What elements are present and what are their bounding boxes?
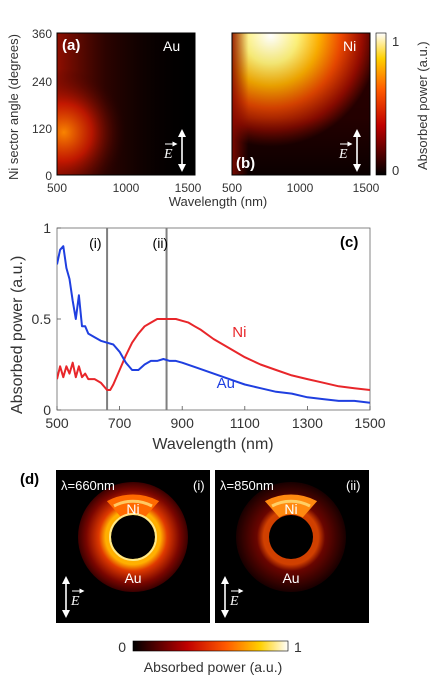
map-ii-au: Au <box>282 570 299 586</box>
axis-ticks-c: 500 700 900 1100 1300 1500 0 0.5 1 <box>32 220 386 431</box>
ring-ni-sector-i <box>106 494 160 518</box>
panel-a: (a) Au E Ni sector angle (degrees) 360 2… <box>6 27 267 209</box>
panel-d: (d) λ=660nm (i) Ni Au E λ=850nm (ii) <box>20 470 369 675</box>
x-tick-a-500: 500 <box>47 181 67 195</box>
x-tick-label-c: 500 <box>45 415 69 431</box>
series-group-c <box>57 245 370 404</box>
y-axis-label-a: Ni sector angle (degrees) <box>6 34 21 180</box>
e-field-arrow-b: E <box>338 129 361 172</box>
x-tick-label-c: 700 <box>108 415 132 431</box>
y-tick-label-c: 1 <box>43 220 51 236</box>
map-i-wavelength: λ=660nm <box>61 478 115 493</box>
series-label-ni: Ni <box>232 324 246 341</box>
panel-b-label: (b) <box>236 155 255 172</box>
map-ii-ni: Ni <box>284 501 297 517</box>
colorbar-bottom-label: Absorbed power (a.u.) <box>144 659 283 675</box>
map-ii-tag: (ii) <box>346 478 360 493</box>
panel-a-metal: Au <box>163 38 180 54</box>
x-tick-a-1000: 1000 <box>113 181 140 195</box>
plot-area-c <box>56 227 371 411</box>
panel-d-label: (d) <box>20 471 39 488</box>
y-axis-label-c: Absorbed power (a.u.) <box>9 256 26 414</box>
e-field-arrow-a: E <box>163 129 186 172</box>
panel-b-metal: Ni <box>343 38 356 54</box>
field-map-ii: λ=850nm (ii) Ni Au E <box>215 470 369 623</box>
core-i <box>111 515 155 559</box>
y-tick-a-0: 0 <box>45 169 52 183</box>
map-i-ni: Ni <box>126 501 139 517</box>
e-field-label-b: E <box>338 147 348 162</box>
y-tick-label-c: 0 <box>43 402 51 418</box>
series-line-au <box>57 245 370 404</box>
y-tick-a-120: 120 <box>32 122 52 136</box>
ring-ni-sector-ii <box>264 494 318 518</box>
series-labels-c: Ni Au <box>217 324 247 392</box>
x-tick-a-1500: 1500 <box>175 181 202 195</box>
map-i-tag: (i) <box>193 478 205 493</box>
x-axis-label-c: Wavelength (nm) <box>152 436 273 453</box>
map-ii-wavelength: λ=850nm <box>220 478 274 493</box>
colorbar-bottom-tick-1: 1 <box>294 639 302 655</box>
x-tick-b-1000: 1000 <box>287 181 314 195</box>
field-map-i: λ=660nm (i) Ni Au E <box>56 470 210 623</box>
core-ii <box>269 515 313 559</box>
x-tick-label-c: 1300 <box>292 415 323 431</box>
x-axis-label-a: Wavelength (nm) <box>169 194 268 209</box>
e-field-label-a: E <box>163 147 173 162</box>
colorbar-top <box>375 32 387 176</box>
panel-c-label: (c) <box>340 234 358 251</box>
panel-b: (b) Ni E 500 1000 1500 1 0 Absorbed powe… <box>222 32 430 195</box>
series-label-au: Au <box>217 375 235 392</box>
colorbar-bottom <box>132 640 289 652</box>
map-i-au: Au <box>124 570 141 586</box>
x-tick-label-c: 900 <box>171 415 195 431</box>
x-tick-b-500: 500 <box>222 181 242 195</box>
colorbar-top-label: Absorbed power (a.u.) <box>415 41 430 170</box>
colorbar-bottom-tick-0: 0 <box>118 639 126 655</box>
colorbar-top-tick-1: 1 <box>392 34 399 49</box>
e-field-label-d-i: E <box>70 594 80 609</box>
x-tick-label-c: 1500 <box>354 415 385 431</box>
y-tick-a-360: 360 <box>32 27 52 41</box>
e-field-label-d-ii: E <box>229 594 239 609</box>
vertical-marker-label: (ii) <box>153 235 169 251</box>
x-tick-label-c: 1100 <box>230 415 260 431</box>
colorbar-top-tick-0: 0 <box>392 163 399 178</box>
y-tick-a-240: 240 <box>32 75 52 89</box>
panel-a-label: (a) <box>62 37 80 54</box>
x-tick-b-1500: 1500 <box>353 181 380 195</box>
y-tick-label-c: 0.5 <box>32 311 52 327</box>
series-line-ni <box>57 318 370 391</box>
vertical-marker-label: (i) <box>89 235 101 251</box>
